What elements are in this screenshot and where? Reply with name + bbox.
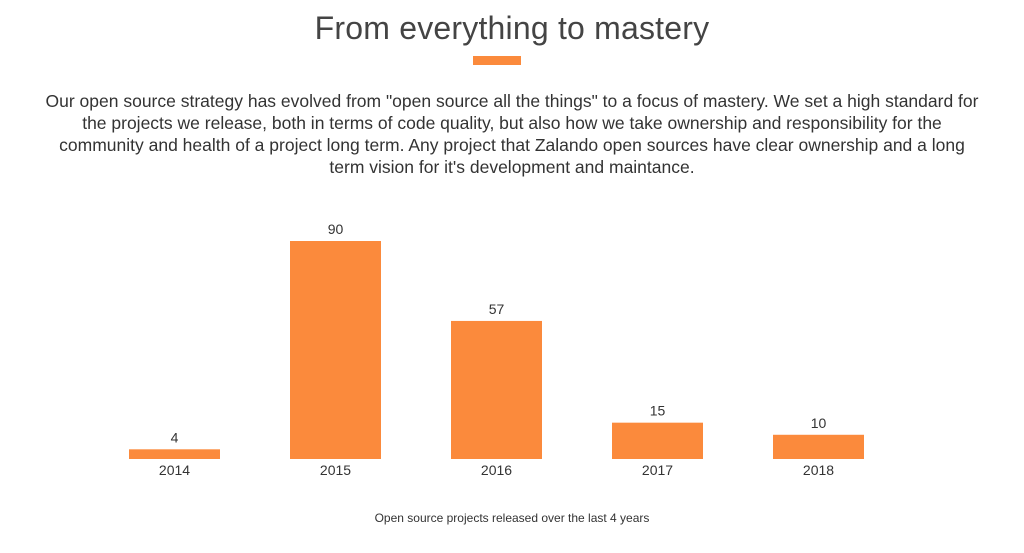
data-label-2017: 15	[650, 403, 666, 419]
bar-2016	[451, 320, 542, 459]
bar-chart: 4 2014 90 2015 57 2016 15 2017 10 2018	[129, 221, 864, 478]
bar-2014	[129, 449, 220, 459]
x-tick-label-2017: 2017	[642, 462, 673, 478]
intro-paragraph: Our open source strategy has evolved fro…	[45, 91, 979, 177]
x-tick-label-2015: 2015	[320, 462, 351, 478]
data-label-2014: 4	[171, 429, 179, 445]
x-tick-label-2018: 2018	[803, 462, 834, 478]
chart-caption: Open source projects released over the l…	[374, 511, 650, 525]
x-tick-label-2014: 2014	[159, 462, 190, 478]
bar-2017	[612, 422, 703, 459]
data-label-2018: 10	[811, 415, 827, 431]
x-tick-label-2016: 2016	[481, 462, 512, 478]
bar-2015	[290, 241, 381, 459]
title-accent-bar	[473, 56, 521, 65]
data-label-2015: 90	[328, 221, 344, 237]
bar-2018	[773, 434, 864, 459]
page-title: From everything to mastery	[314, 10, 710, 46]
data-label-2016: 57	[489, 301, 505, 317]
